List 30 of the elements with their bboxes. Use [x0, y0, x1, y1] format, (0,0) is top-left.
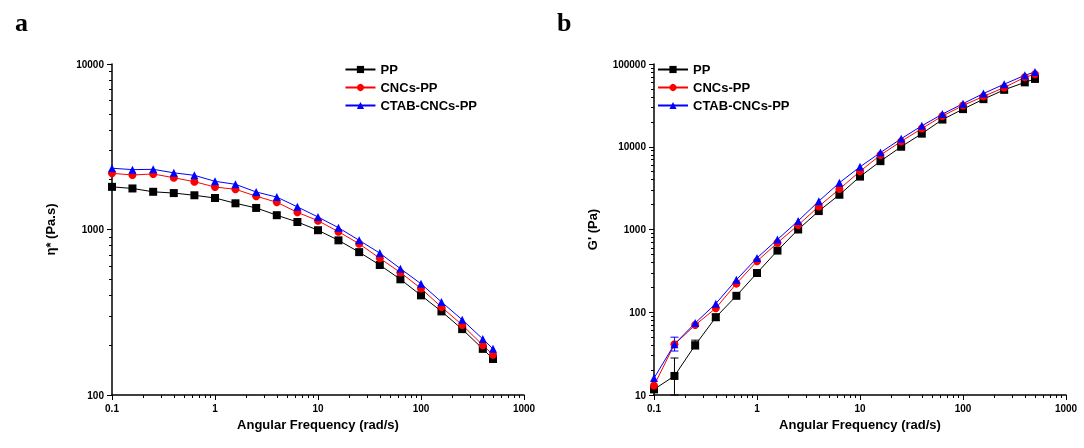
y-tick-label: 100 [87, 389, 105, 401]
y-tick-label: 10000 [618, 141, 647, 153]
x-tick-label: 10 [854, 402, 866, 414]
x-tick-label: 1000 [1054, 402, 1078, 414]
legend-label: CNCs-PP [380, 80, 438, 95]
y-tick-label: 100 [629, 306, 647, 318]
x-tick-label: 1 [212, 402, 219, 414]
y-tick-label: 10 [634, 389, 647, 401]
x-tick-label: 10 [312, 402, 324, 414]
y-axis-title: G' (Pa) [585, 208, 600, 251]
legend-label: PP [693, 62, 711, 77]
x-tick-label: 100 [954, 402, 972, 414]
legend-label: CNCs-PP [693, 80, 751, 95]
legend-label: CTAB-CNCs-PP [380, 98, 478, 113]
legend-label: PP [380, 62, 399, 77]
y-axis-title: η* (Pa.s) [43, 203, 58, 256]
y-tick-label: 1000 [623, 224, 647, 235]
chart-title: b [557, 7, 572, 37]
legend-label: CTAB-CNCs-PP [693, 98, 790, 113]
x-tick-label: 100 [412, 402, 430, 414]
y-tick-label: 10000 [76, 58, 105, 70]
x-axis-title: Angular Frequency (rad/s) [237, 416, 399, 432]
x-axis-title: Angular Frequency (rad/s) [779, 416, 941, 432]
y-tick-label: 1000 [81, 224, 105, 235]
x-tick-label: 0.1 [105, 402, 120, 414]
x-tick-label: 1 [754, 402, 761, 414]
chart-title: a [15, 7, 28, 37]
x-tick-label: 0.1 [647, 402, 662, 414]
x-tick-label: 1000 [512, 402, 536, 414]
y-tick-label: 100000 [612, 58, 647, 70]
